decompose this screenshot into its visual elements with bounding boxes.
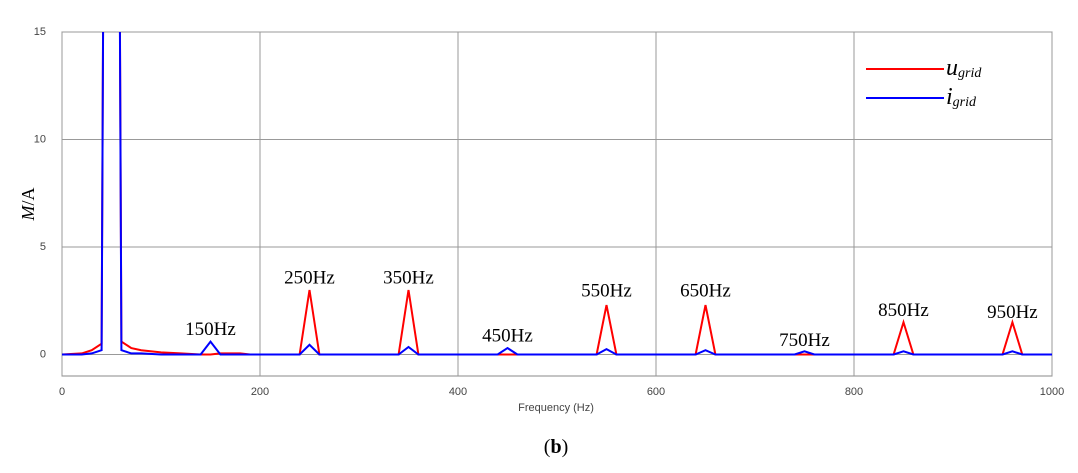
y-tick-label: 10 (34, 133, 46, 145)
x-tick-label: 200 (251, 386, 269, 398)
y-tick-label: 15 (34, 26, 46, 38)
annotation: 450Hz (482, 326, 533, 347)
x-tick-label: 600 (647, 386, 665, 398)
annotation: 950Hz (987, 302, 1038, 323)
y-label-rest: /A (18, 187, 38, 205)
legend-sub: grid (953, 95, 977, 110)
y-tick-label: 5 (40, 241, 46, 253)
annotation: 150Hz (185, 319, 236, 340)
caption: (b) (544, 436, 568, 458)
legend-sub: grid (958, 66, 982, 81)
y-label-italic: M (18, 205, 38, 222)
annotation: 250Hz (284, 268, 335, 289)
annotation: 750Hz (779, 330, 830, 351)
legend-label: ugrid (946, 55, 982, 82)
y-tick-label: 0 (40, 348, 46, 360)
x-tick-label: 400 (449, 386, 467, 398)
x-tick-label: 1000 (1040, 386, 1064, 398)
legend-main: u (946, 55, 958, 81)
caption-letter: b (550, 436, 561, 458)
plot-area (61, 31, 1053, 377)
x-tick-label: 0 (59, 386, 65, 398)
annotation: 850Hz (878, 300, 929, 321)
caption-open: ( (544, 436, 551, 458)
legend-label: igrid (946, 84, 977, 111)
annotation: 550Hz (581, 281, 632, 302)
plot-lines (62, 32, 1052, 356)
y-axis-label: M/A (18, 187, 38, 221)
x-axis-label: Frequency (Hz) (518, 402, 594, 414)
legend-main: i (946, 84, 953, 110)
annotation: 350Hz (383, 268, 434, 289)
annotation: 650Hz (680, 281, 731, 302)
caption-close: ) (562, 436, 569, 458)
series-line (62, 32, 1052, 356)
x-tick-label: 800 (845, 386, 863, 398)
